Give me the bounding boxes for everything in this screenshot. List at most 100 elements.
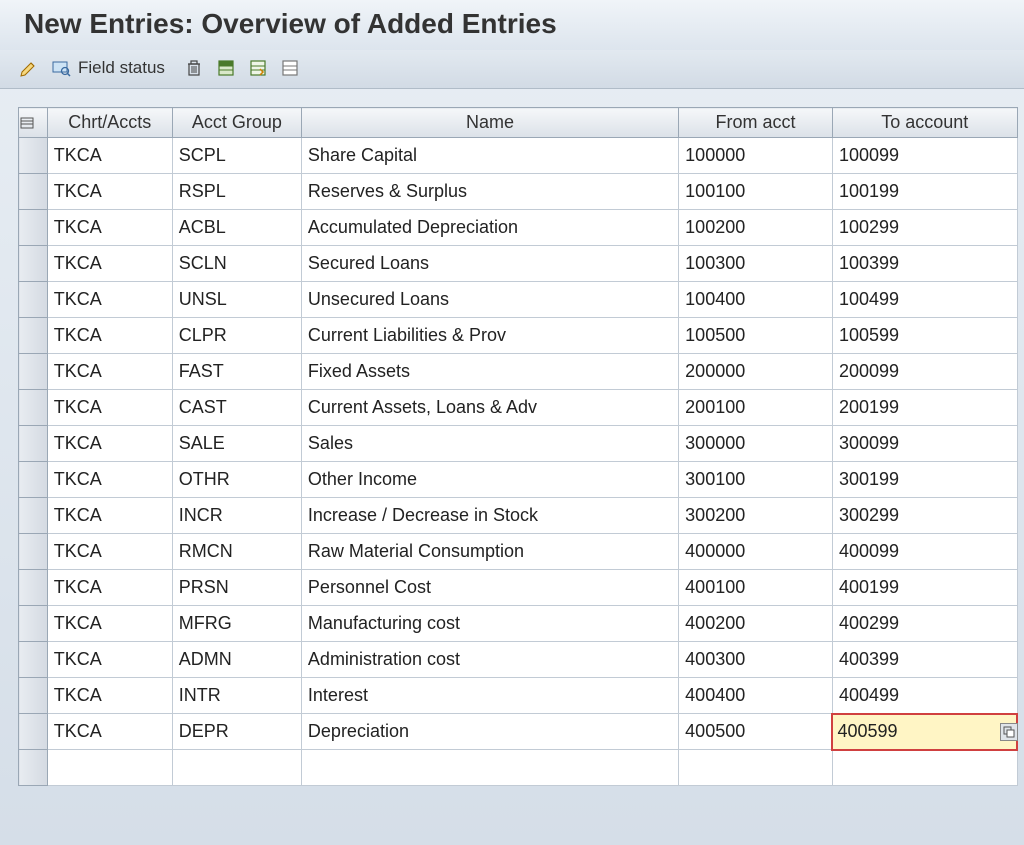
cell-group[interactable]: SALE xyxy=(172,426,301,462)
cell-chrt[interactable]: TKCA xyxy=(47,678,172,714)
row-selector[interactable] xyxy=(19,174,48,210)
cell-name[interactable]: Interest xyxy=(301,678,678,714)
cell-to[interactable]: 100199 xyxy=(832,174,1017,210)
cell-chrt[interactable]: TKCA xyxy=(47,246,172,282)
cell-group[interactable]: DEPR xyxy=(172,714,301,750)
row-selector[interactable] xyxy=(19,426,48,462)
cell-to[interactable]: 200199 xyxy=(832,390,1017,426)
row-selector[interactable] xyxy=(19,570,48,606)
select-all-icon[interactable] xyxy=(213,56,239,80)
row-selector[interactable] xyxy=(19,714,48,750)
cell-chrt[interactable]: TKCA xyxy=(47,714,172,750)
cell-chrt[interactable]: TKCA xyxy=(47,318,172,354)
row-selector-header[interactable] xyxy=(19,108,48,138)
cell-chrt[interactable]: TKCA xyxy=(47,462,172,498)
cell-chrt[interactable]: TKCA xyxy=(47,606,172,642)
row-selector[interactable] xyxy=(19,210,48,246)
cell-group[interactable]: SCPL xyxy=(172,138,301,174)
row-selector[interactable] xyxy=(19,390,48,426)
field-status-label[interactable]: Field status xyxy=(78,58,165,78)
cell-name[interactable]: Personnel Cost xyxy=(301,570,678,606)
row-selector[interactable] xyxy=(19,498,48,534)
cell-to[interactable]: 300199 xyxy=(832,462,1017,498)
cell-from[interactable]: 400500 xyxy=(679,714,833,750)
cell-to[interactable]: 100599 xyxy=(832,318,1017,354)
cell-to[interactable]: 400199 xyxy=(832,570,1017,606)
cell-name[interactable]: Current Assets, Loans & Adv xyxy=(301,390,678,426)
cell-group[interactable]: UNSL xyxy=(172,282,301,318)
column-header-name[interactable]: Name xyxy=(301,108,678,138)
cell-name[interactable]: Sales xyxy=(301,426,678,462)
cell-group[interactable]: SCLN xyxy=(172,246,301,282)
cell-chrt[interactable]: TKCA xyxy=(47,426,172,462)
cell-to[interactable]: 400499 xyxy=(832,678,1017,714)
cell-from[interactable]: 200000 xyxy=(679,354,833,390)
cell-to[interactable] xyxy=(832,750,1017,786)
cell-from[interactable]: 400300 xyxy=(679,642,833,678)
row-selector[interactable] xyxy=(19,462,48,498)
cell-from[interactable]: 300100 xyxy=(679,462,833,498)
cell-group[interactable]: RMCN xyxy=(172,534,301,570)
row-selector[interactable] xyxy=(19,534,48,570)
cell-chrt[interactable]: TKCA xyxy=(47,498,172,534)
row-selector[interactable] xyxy=(19,246,48,282)
cell-chrt[interactable]: TKCA xyxy=(47,570,172,606)
cell-group[interactable]: MFRG xyxy=(172,606,301,642)
cell-from[interactable]: 100500 xyxy=(679,318,833,354)
cell-from[interactable]: 100300 xyxy=(679,246,833,282)
f4-help-icon[interactable] xyxy=(1000,723,1018,741)
cell-chrt[interactable] xyxy=(47,750,172,786)
cell-from[interactable]: 100100 xyxy=(679,174,833,210)
column-header-group[interactable]: Acct Group xyxy=(172,108,301,138)
cell-group[interactable]: CLPR xyxy=(172,318,301,354)
row-selector[interactable] xyxy=(19,750,48,786)
cell-name[interactable]: Secured Loans xyxy=(301,246,678,282)
cell-group[interactable]: FAST xyxy=(172,354,301,390)
cell-from[interactable]: 400100 xyxy=(679,570,833,606)
cell-group[interactable]: CAST xyxy=(172,390,301,426)
cell-to[interactable]: 400099 xyxy=(832,534,1017,570)
cell-name[interactable]: Depreciation xyxy=(301,714,678,750)
cell-group[interactable]: RSPL xyxy=(172,174,301,210)
cell-from[interactable] xyxy=(679,750,833,786)
cell-chrt[interactable]: TKCA xyxy=(47,210,172,246)
cell-from[interactable]: 100000 xyxy=(679,138,833,174)
cell-name[interactable]: Unsecured Loans xyxy=(301,282,678,318)
cell-to[interactable]: 100499 xyxy=(832,282,1017,318)
cell-name[interactable]: Administration cost xyxy=(301,642,678,678)
cell-name[interactable]: Reserves & Surplus xyxy=(301,174,678,210)
cell-group[interactable]: ADMN xyxy=(172,642,301,678)
cell-to[interactable]: 400299 xyxy=(832,606,1017,642)
cell-chrt[interactable]: TKCA xyxy=(47,174,172,210)
cell-chrt[interactable]: TKCA xyxy=(47,354,172,390)
cell-from[interactable]: 200100 xyxy=(679,390,833,426)
cell-chrt[interactable]: TKCA xyxy=(47,534,172,570)
cell-name[interactable]: Other Income xyxy=(301,462,678,498)
cell-chrt[interactable]: TKCA xyxy=(47,138,172,174)
select-block-icon[interactable] xyxy=(245,56,271,80)
edit-icon[interactable] xyxy=(16,56,42,80)
cell-to[interactable]: 300299 xyxy=(832,498,1017,534)
cell-group[interactable]: ACBL xyxy=(172,210,301,246)
row-selector[interactable] xyxy=(19,678,48,714)
cell-from[interactable]: 400000 xyxy=(679,534,833,570)
cell-to[interactable]: 100399 xyxy=(832,246,1017,282)
row-selector[interactable] xyxy=(19,318,48,354)
cell-chrt[interactable]: TKCA xyxy=(47,282,172,318)
cell-from[interactable]: 100400 xyxy=(679,282,833,318)
cell-group[interactable] xyxy=(172,750,301,786)
cell-to[interactable]: 100099 xyxy=(832,138,1017,174)
cell-from[interactable]: 300000 xyxy=(679,426,833,462)
cell-group[interactable]: PRSN xyxy=(172,570,301,606)
cell-from[interactable]: 400200 xyxy=(679,606,833,642)
delete-icon[interactable] xyxy=(181,56,207,80)
cell-group[interactable]: INCR xyxy=(172,498,301,534)
cell-to[interactable]: 200099 xyxy=(832,354,1017,390)
cell-name[interactable]: Share Capital xyxy=(301,138,678,174)
deselect-all-icon[interactable] xyxy=(277,56,303,80)
cell-group[interactable]: INTR xyxy=(172,678,301,714)
cell-from[interactable]: 400400 xyxy=(679,678,833,714)
cell-chrt[interactable]: TKCA xyxy=(47,642,172,678)
column-header-to[interactable]: To account xyxy=(832,108,1017,138)
cell-name[interactable]: Raw Material Consumption xyxy=(301,534,678,570)
